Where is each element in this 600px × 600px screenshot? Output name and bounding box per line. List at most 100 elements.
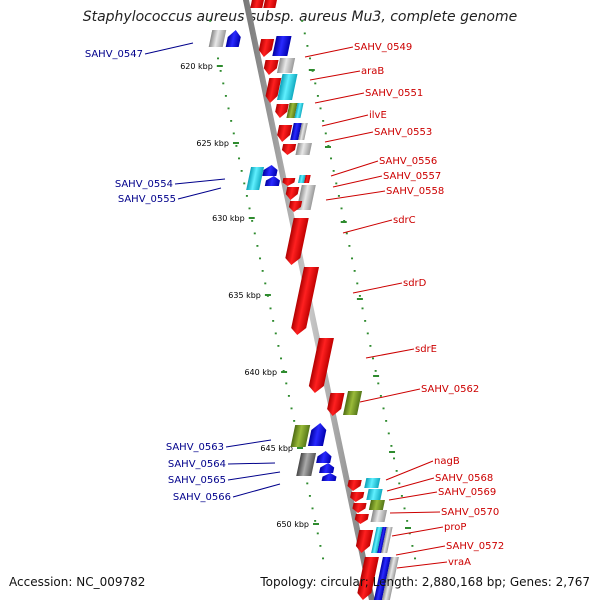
reverse-leader-line	[177, 187, 222, 200]
gene-SAHV_0569-shape	[366, 489, 383, 500]
forward-leader-line	[395, 545, 446, 556]
gene-SAHV_0547-box-shape	[208, 30, 227, 47]
reverse-gene-label: SAHV_0566	[173, 492, 231, 503]
gene-SAHV_0557-a-shape	[298, 175, 306, 183]
reverse-leader-line	[174, 178, 226, 185]
forward-gene-label: sdrD	[403, 278, 427, 289]
gene-red-f	[288, 201, 303, 212]
gene-SAHV_0549-b	[272, 36, 292, 56]
forward-gene-label: SAHV_0557	[383, 171, 441, 182]
reverse-leader-line	[144, 42, 194, 55]
gene-SAHV_0555-a-shape	[262, 165, 278, 176]
gene-SAHV_0564-shape	[296, 453, 317, 476]
reverse-leader-line	[232, 483, 281, 498]
kbp-tick-label: 630 kbp	[212, 214, 245, 223]
gene-red-f-shape	[288, 201, 303, 212]
forward-leader-line	[396, 561, 448, 569]
forward-leader-line	[385, 460, 434, 481]
gene-red-i-shape	[354, 514, 369, 524]
gene-red-a-shape	[265, 78, 282, 103]
reverse-gene-label: SAHV_0554	[115, 179, 173, 190]
forward-leader-line	[309, 70, 361, 81]
gene-sdrD-shape	[291, 267, 320, 335]
gene-red-g-shape	[350, 492, 365, 502]
reverse-gene-label: SAHV_0564	[168, 459, 226, 470]
forward-gene-label: SAHV_0568	[435, 473, 493, 484]
gene-SAHV_0547-box	[208, 30, 227, 47]
gene-SAHV_0555-a	[262, 165, 278, 176]
gene-SAHV_0549-b-shape	[272, 36, 292, 56]
gene-SAHV_0562	[343, 391, 363, 415]
forward-gene-label: SAHV_0570	[441, 507, 499, 518]
gene-red-h	[352, 503, 367, 513]
gene-proP-c	[377, 527, 387, 553]
forward-leader-line	[342, 219, 393, 234]
gene-red-g	[350, 492, 365, 502]
gene-SAHV_0563	[290, 425, 311, 447]
gene-proP	[355, 530, 374, 553]
gene-proP-shape	[355, 530, 374, 553]
gene-SAHV_0553-shape	[290, 123, 302, 140]
forward-leader-line	[314, 92, 365, 104]
forward-leader-line	[391, 526, 444, 537]
forward-leader-line	[359, 388, 421, 403]
gene-ilvE-b-shape	[294, 103, 304, 118]
gene-SAHV_0554	[246, 167, 265, 190]
gene-SAHV_0565-a-shape	[316, 451, 332, 463]
gene-nagB	[347, 480, 362, 491]
gene-SAHV_0555-b-shape	[264, 176, 280, 186]
gene-SAHV_0568	[364, 478, 381, 488]
gene-proP-d	[381, 527, 393, 553]
gene-SAHV_0547	[225, 30, 241, 47]
reverse-leader-line	[227, 462, 276, 465]
forward-gene-label: proP	[444, 522, 466, 533]
reverse-leader-line	[225, 439, 272, 448]
forward-gene-label: SAHV_0572	[446, 541, 504, 552]
gene-ilvE-b	[294, 103, 304, 118]
forward-leader-line	[304, 46, 354, 58]
gene-SAHV_0556-shape	[282, 178, 296, 186]
gene-SAHV_0569	[366, 489, 383, 500]
gene-top-red	[250, 0, 264, 8]
gene-SAHV_0553-b-shape	[298, 123, 308, 140]
accession-text: Accession: NC_009782	[9, 575, 146, 589]
kbp-tick-label: 625 kbp	[196, 139, 229, 148]
gene-nagB-shape	[347, 480, 362, 491]
gene-vraA	[373, 557, 391, 600]
forward-leader-line	[365, 348, 415, 359]
forward-gene-label: sdrE	[415, 344, 437, 355]
gene-SAHV_0565-b	[319, 463, 335, 473]
gene-vraA-b-shape	[381, 557, 399, 600]
gene-red-d	[281, 144, 297, 155]
forward-gene-label: SAHV_0551	[365, 88, 423, 99]
gene-SAHV_0549-shape	[258, 39, 275, 57]
gene-SAHV_0570-b	[370, 510, 388, 522]
map-title: Staphylococcus aureus subsp. aureus Mu3,…	[82, 9, 518, 25]
gene-SAHV_0557-a	[298, 175, 306, 183]
gene-SAHV_0553	[290, 123, 302, 140]
reverse-gene-label: SAHV_0547	[85, 49, 143, 60]
gene-red-d-shape	[281, 144, 297, 155]
gene-red-c-shape	[277, 125, 293, 142]
gene-SAHV_0558	[285, 187, 300, 200]
forward-gene-label: SAHV_0562	[421, 384, 479, 395]
gene-araB-b	[276, 58, 296, 73]
gene-SAHV_0562-shape	[343, 391, 363, 415]
gene-sdrC-shape	[285, 218, 309, 265]
kbp-tick-label: 635 kbp	[228, 291, 261, 300]
gene-SAHV_0555-b	[264, 176, 280, 186]
reverse-gene-label: SAHV_0565	[168, 475, 226, 486]
forward-leader-line	[321, 114, 369, 127]
gene-proP-c-shape	[377, 527, 387, 553]
gene-SAHV_0565-a	[316, 451, 332, 463]
gene-SAHV_0562-red	[327, 393, 345, 416]
gene-red-b	[275, 104, 289, 118]
gene-vraA-b	[381, 557, 399, 600]
forward-leader-line	[352, 282, 403, 294]
gene-proP-b-shape	[371, 527, 383, 553]
forward-leader-line	[324, 131, 374, 143]
kbp-tick-label: 640 kbp	[244, 368, 277, 377]
kbp-tick-label: 650 kbp	[276, 520, 309, 529]
forward-gene-label: vraA	[448, 557, 471, 568]
gene-SAHV_0557-b	[304, 175, 311, 183]
